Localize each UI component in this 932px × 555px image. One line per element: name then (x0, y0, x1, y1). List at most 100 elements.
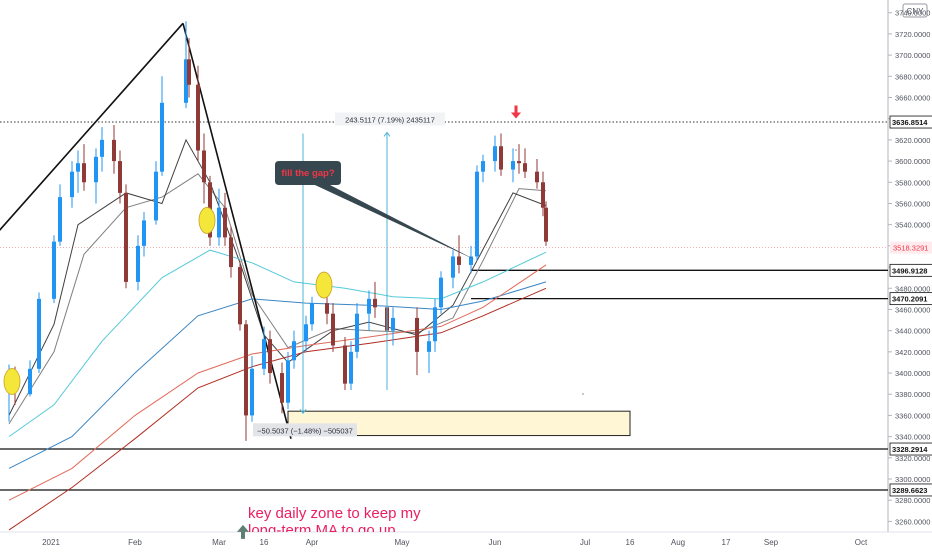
candle-body (391, 317, 395, 331)
candle-body (544, 207, 548, 242)
candle-body (268, 339, 272, 374)
highlight-circle[interactable] (3, 368, 21, 395)
candle-body (94, 156, 98, 183)
y-tick-label: 3480.0000 (895, 284, 930, 293)
candle-body (37, 298, 41, 369)
y-tick-label: 3620.0000 (895, 136, 930, 145)
candle-body (343, 345, 347, 384)
y-tick-label: 3300.0000 (895, 475, 930, 484)
y-tick-label: 3540.0000 (895, 221, 930, 230)
up-arrow-icon (237, 524, 249, 539)
x-tick-label: Feb (128, 538, 142, 547)
candle-body (541, 182, 545, 208)
candle-body (154, 171, 158, 221)
candle-body (310, 303, 314, 325)
candle-body (292, 341, 296, 361)
candle-body (112, 139, 116, 162)
candle-body (28, 368, 32, 395)
down-arrow-icon (511, 105, 521, 119)
level-price-label: 3496.9128 (892, 266, 927, 275)
measure-down-label-bg (253, 423, 357, 437)
candle-body (142, 220, 146, 246)
x-tick-label: Oct (855, 538, 868, 547)
x-tick-label: Aug (671, 538, 685, 547)
marker-dot (582, 393, 584, 395)
measure-down-label: −50.5037 (−1.48%) −505037 (257, 426, 353, 435)
candle-body (70, 171, 74, 198)
level-price-badge (889, 483, 932, 497)
candle-body (202, 150, 206, 183)
candle-body (238, 267, 242, 325)
highlight-circle[interactable] (198, 207, 216, 234)
candle-body (52, 241, 56, 299)
candle-body (373, 298, 377, 308)
candle-body (457, 256, 461, 265)
candle-body (511, 161, 515, 170)
annotation-text: key daily zone to keep my long-term MA to… (248, 505, 421, 539)
candle-body (517, 161, 521, 164)
x-tick-label: Mar (212, 538, 226, 547)
candle-body (535, 171, 539, 183)
candle-body (280, 373, 284, 403)
level-price-badge (889, 115, 932, 129)
candle-body (124, 192, 128, 282)
candle-body (469, 256, 473, 265)
level-price-badge (889, 442, 932, 456)
highlight-circle[interactable] (315, 271, 333, 299)
y-tick-label: 3380.0000 (895, 390, 930, 399)
candle-body (439, 277, 443, 308)
candle-body (304, 324, 308, 342)
candle-body (223, 207, 227, 238)
candle-body (451, 256, 455, 278)
y-tick-label: 3720.0000 (895, 30, 930, 39)
candle-body (184, 59, 188, 103)
trendline-1[interactable] (0, 22, 184, 233)
level-price-label: 3289.6623 (892, 486, 927, 495)
candle-body (58, 197, 62, 242)
measure-up-label: 243.5117 (7.19%) 2435117 (345, 115, 435, 124)
currency-label: CNY (907, 7, 925, 16)
candle-body (160, 102, 164, 172)
candle-body (250, 368, 254, 416)
x-tick-label: 2021 (42, 538, 60, 547)
x-tick-label: 16 (626, 538, 635, 547)
candle-body (433, 307, 437, 342)
currency-badge (902, 3, 928, 18)
x-tick-label: May (394, 538, 409, 547)
trendline-2[interactable] (182, 23, 292, 439)
candle-body (244, 324, 248, 416)
level-price-label: 3636.8514 (892, 118, 928, 127)
y-tick-label: 3580.0000 (895, 178, 930, 187)
y-tick-label: 3400.0000 (895, 369, 930, 378)
x-tick-label: 17 (722, 538, 731, 547)
level-price-badge (889, 263, 932, 277)
y-tick-label: 3440.0000 (895, 327, 930, 336)
current-price-label: 3518.3291 (893, 244, 928, 253)
current-price-badge (890, 241, 932, 254)
y-tick-label: 3320.0000 (895, 454, 930, 463)
moving-average-5 (8, 264, 547, 501)
candle-body (136, 245, 140, 282)
candle-body (427, 341, 431, 352)
callout-bubble[interactable] (275, 161, 477, 261)
y-tick-label: 3680.0000 (895, 72, 930, 81)
callout-text: fill the gap? (281, 168, 335, 179)
x-tick-label: Apr (306, 538, 319, 547)
candle-body (118, 161, 122, 193)
candle-body (217, 207, 221, 238)
moving-average-4 (8, 281, 547, 469)
y-tick-label: 3280.0000 (895, 496, 930, 505)
measure-up-arrow (383, 131, 391, 137)
candle-body (325, 303, 329, 314)
candle-body (262, 339, 266, 369)
y-tick-label: 3560.0000 (895, 199, 930, 208)
measure-up-label-bg (335, 112, 445, 126)
candle-body (475, 171, 479, 257)
y-tick-label: 3700.0000 (895, 51, 930, 60)
x-tick-label: Jul (580, 538, 590, 547)
y-tick-label: 3600.0000 (895, 157, 930, 166)
candle-body (229, 237, 233, 268)
